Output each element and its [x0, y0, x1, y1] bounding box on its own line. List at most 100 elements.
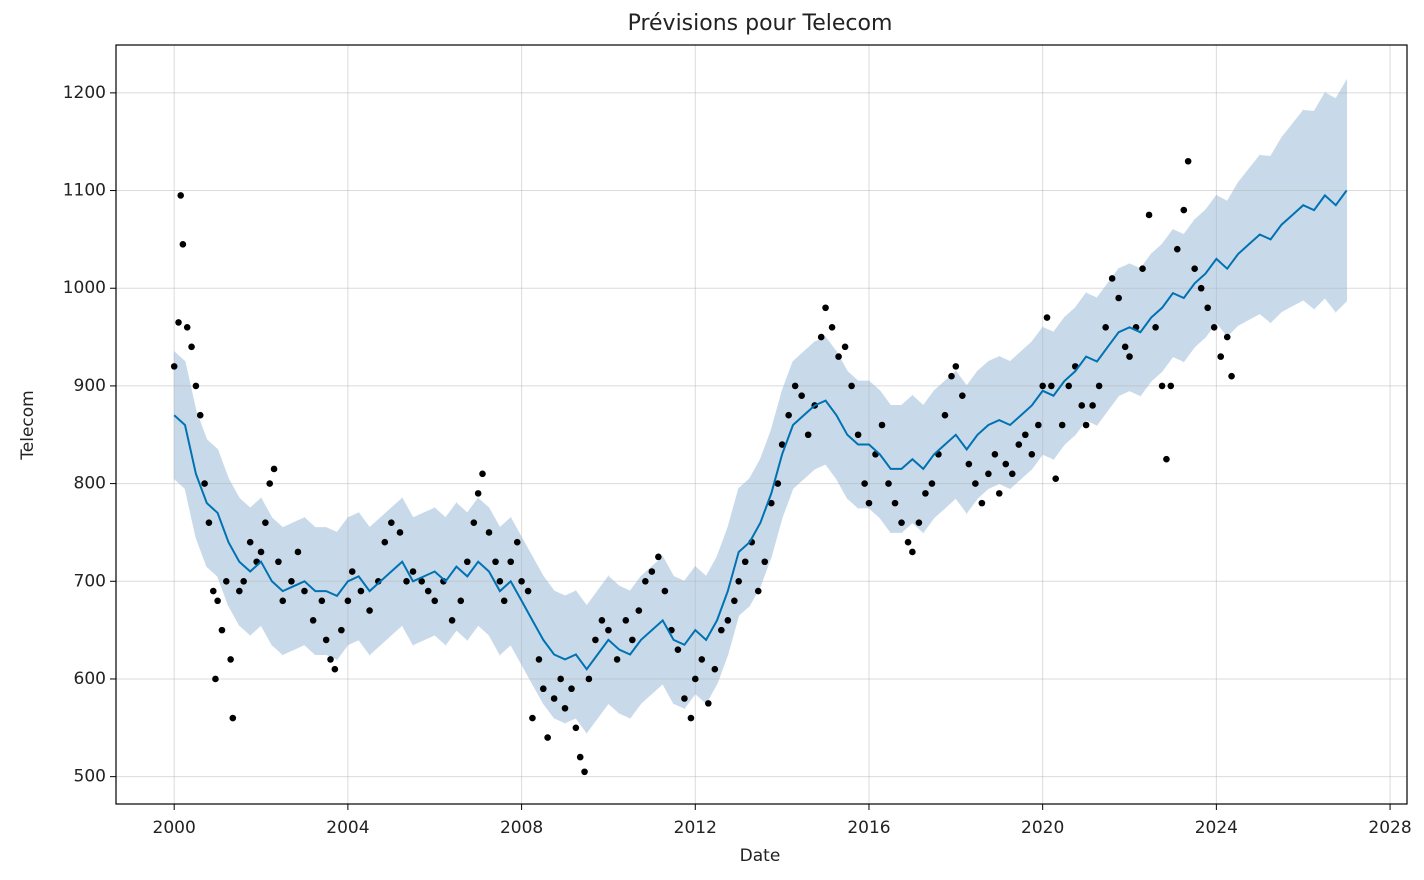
observed-point	[550, 695, 558, 702]
observed-point	[424, 587, 432, 595]
observed-point	[301, 587, 308, 595]
observed-point	[642, 577, 649, 585]
observed-point	[474, 490, 482, 497]
observed-point	[1228, 372, 1235, 380]
observed-point	[270, 465, 278, 473]
observed-point	[661, 587, 669, 595]
observed-point	[581, 768, 588, 776]
observed-point	[470, 519, 478, 526]
observed-point	[209, 587, 217, 595]
observed-point	[965, 460, 973, 468]
observed-point	[629, 636, 636, 644]
plot-frame	[115, 44, 1408, 805]
observed-point	[1015, 441, 1023, 448]
observed-point	[179, 240, 187, 248]
y-tick-label: 900	[74, 376, 106, 396]
observed-point	[322, 636, 330, 644]
observed-point	[192, 382, 200, 390]
observed-point	[535, 656, 543, 663]
x-tick-label: 2028	[1368, 818, 1411, 838]
observed-point	[294, 548, 302, 556]
observed-point	[366, 607, 373, 614]
observed-point	[518, 577, 525, 585]
observed-point	[995, 490, 1003, 497]
observed-point	[214, 597, 221, 605]
observed-point	[1197, 284, 1205, 292]
observed-point	[774, 480, 782, 487]
observed-point	[835, 353, 842, 360]
observed-point	[1210, 324, 1218, 331]
observed-point	[257, 548, 265, 556]
observed-point	[985, 470, 992, 478]
observed-point	[1043, 314, 1051, 321]
observed-point	[848, 382, 855, 390]
observed-point	[227, 656, 234, 663]
observed-point	[496, 577, 504, 585]
uncertainty-band	[1248, 154, 1261, 321]
observed-point	[959, 392, 966, 399]
observed-point	[854, 431, 862, 439]
observed-point	[396, 529, 404, 536]
observed-point	[1002, 460, 1010, 468]
observed-point	[507, 558, 515, 566]
observed-point	[212, 675, 219, 683]
observed-point	[741, 558, 749, 566]
observed-point	[1022, 431, 1029, 439]
y-tick-label: 1000	[63, 278, 106, 298]
observed-point	[804, 431, 812, 439]
observed-point	[1152, 324, 1159, 331]
observed-point	[952, 363, 960, 370]
observed-point	[568, 685, 575, 693]
observed-point	[878, 421, 886, 429]
observed-point	[409, 568, 417, 575]
observed-point	[817, 333, 825, 341]
observed-point	[592, 636, 599, 644]
observed-point	[904, 538, 912, 546]
observed-point	[557, 675, 564, 683]
x-axis-label: Date	[740, 846, 781, 866]
x-tick-label: 2008	[500, 818, 543, 838]
observed-point	[196, 411, 204, 419]
observed-point	[735, 577, 743, 585]
observed-point	[448, 617, 456, 624]
observed-point	[585, 675, 593, 683]
uncertainty-band	[1324, 92, 1337, 313]
observed-point	[218, 626, 226, 634]
observed-point	[635, 607, 643, 614]
uncertainty-band	[1335, 78, 1348, 313]
observed-point	[529, 714, 536, 722]
observed-point	[861, 480, 868, 487]
observed-point	[1121, 343, 1129, 351]
observed-point	[275, 558, 282, 566]
uncertainty-band	[1226, 181, 1239, 338]
observed-point	[561, 704, 569, 712]
x-tick-label: 2004	[326, 818, 369, 838]
observed-point	[381, 538, 389, 546]
observed-point	[464, 558, 471, 566]
observed-point	[431, 597, 439, 605]
observed-point	[698, 656, 706, 663]
observed-point	[978, 499, 986, 507]
observed-point	[418, 577, 426, 585]
observed-point	[785, 411, 792, 419]
observed-point	[309, 617, 317, 624]
observed-point	[539, 685, 547, 693]
observed-point	[822, 304, 829, 312]
observed-point	[1173, 245, 1181, 253]
observed-point	[928, 480, 936, 487]
observed-point	[898, 519, 905, 526]
observed-point	[681, 695, 688, 702]
observed-point	[288, 577, 295, 585]
observed-point	[1035, 421, 1042, 429]
observed-point	[188, 343, 195, 351]
observed-point	[246, 538, 254, 546]
y-tick-label: 700	[74, 571, 106, 591]
observed-point	[327, 656, 334, 663]
y-tick-label: 1200	[63, 83, 106, 103]
y-tick-label: 500	[74, 767, 106, 787]
observed-point	[1126, 353, 1133, 360]
observed-point	[1163, 455, 1170, 463]
observed-point	[318, 597, 326, 605]
observed-point	[754, 587, 762, 595]
observed-point	[485, 529, 493, 536]
